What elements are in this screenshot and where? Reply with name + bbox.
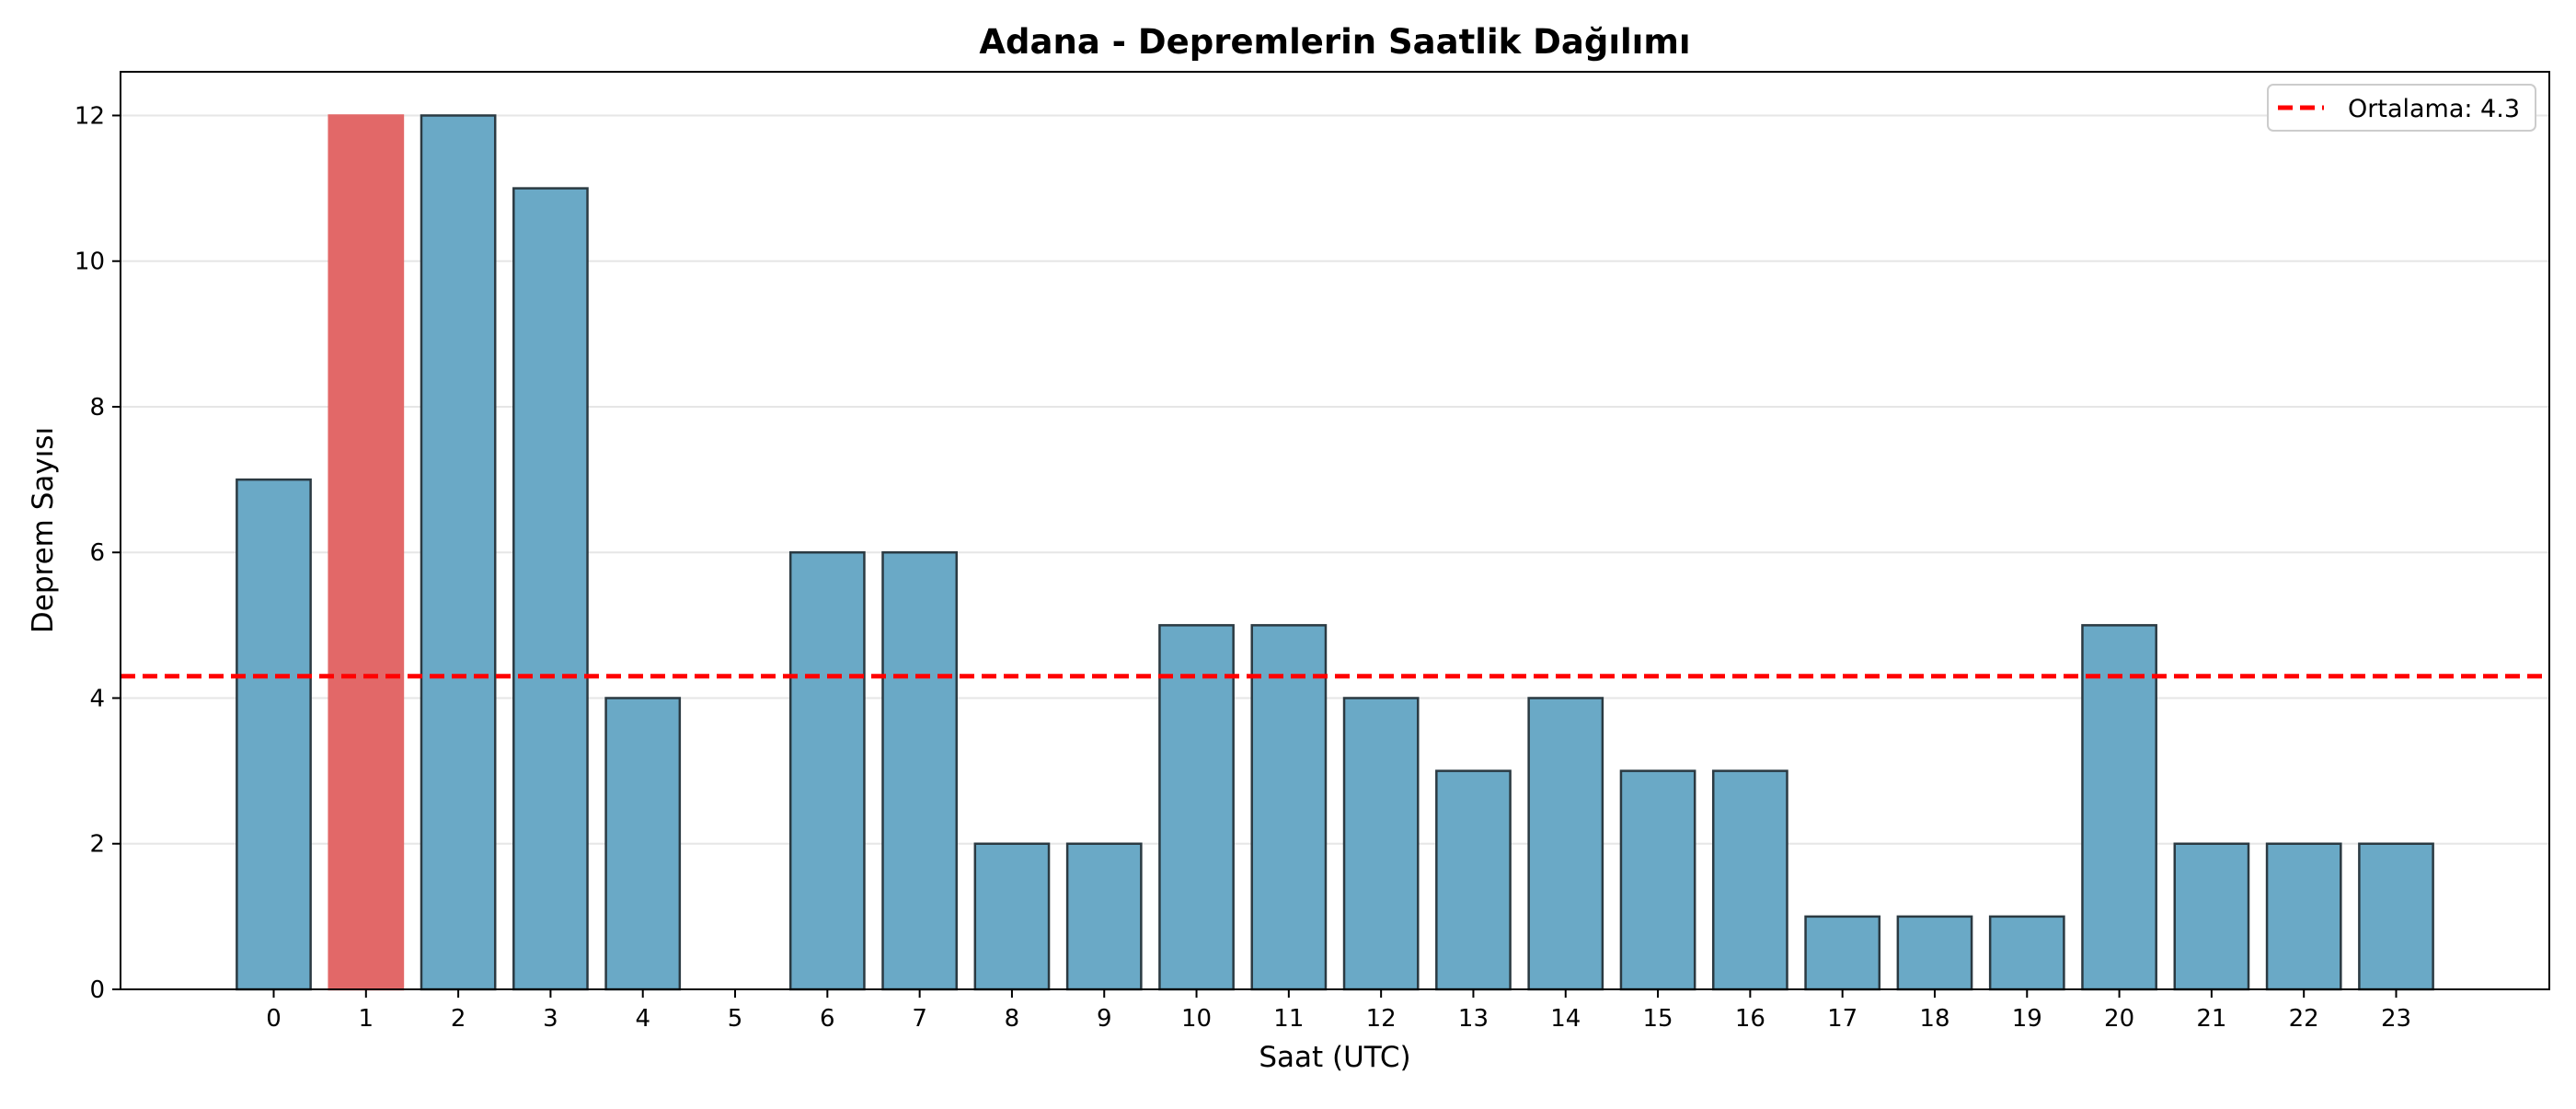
bar-hour-19 — [1988, 915, 2065, 991]
y-tick-label: 4 — [89, 685, 105, 712]
bar-hour-1 — [328, 114, 405, 991]
bar-hour-22 — [2265, 842, 2342, 991]
x-tick-label: 14 — [1550, 1005, 1581, 1033]
x-tick-label: 0 — [266, 1005, 282, 1033]
bar-hour-3 — [512, 187, 589, 991]
y-tick-label: 8 — [89, 394, 105, 422]
legend: Ortalama: 4.3 — [2267, 84, 2536, 132]
x-tick-label: 5 — [728, 1005, 743, 1033]
x-tick-label: 20 — [2104, 1005, 2134, 1033]
bar-hour-15 — [1619, 769, 1696, 991]
x-tick-label: 16 — [1735, 1005, 1765, 1033]
x-tick-label: 19 — [2012, 1005, 2042, 1033]
bar-hour-18 — [1896, 915, 1973, 991]
x-tick-label: 18 — [1919, 1005, 1949, 1033]
x-tick-label: 11 — [1273, 1005, 1304, 1033]
x-axis-label: Saat (UTC) — [1259, 1041, 1410, 1074]
x-tick-label: 10 — [1181, 1005, 1212, 1033]
legend-mean-label: Ortalama: 4.3 — [2348, 95, 2520, 123]
bar-hour-10 — [1158, 624, 1235, 991]
bar-hour-0 — [236, 478, 312, 991]
x-tick-label: 2 — [451, 1005, 466, 1033]
x-tick-label: 12 — [1366, 1005, 1397, 1033]
bar-hour-7 — [881, 550, 959, 991]
x-tick-label: 21 — [2196, 1005, 2226, 1033]
bar-hour-23 — [2358, 842, 2434, 991]
bar-hour-21 — [2173, 842, 2250, 991]
bar-hour-8 — [973, 842, 1051, 991]
chart-title: Adana - Depremlerin Saatlik Dağılımı — [979, 22, 1690, 62]
bar-hour-6 — [788, 550, 866, 991]
bar-hour-2 — [420, 114, 497, 991]
bar-hour-11 — [1250, 624, 1328, 991]
x-tick-label: 4 — [635, 1005, 650, 1033]
bar-hour-12 — [1342, 697, 1420, 991]
legend-box — [2267, 84, 2536, 132]
x-tick-label: 7 — [912, 1005, 927, 1033]
bar-hour-4 — [604, 697, 682, 991]
bar-hour-16 — [1711, 769, 1788, 991]
x-tick-label: 8 — [1005, 1005, 1020, 1033]
x-tick-label: 17 — [1827, 1005, 1857, 1033]
x-tick-label: 23 — [2381, 1005, 2411, 1033]
y-tick-label: 12 — [75, 102, 105, 130]
y-ticks: 0 2 4 6 8 10 12 — [75, 102, 121, 1004]
y-tick-label: 6 — [89, 539, 105, 567]
y-tick-label: 10 — [75, 248, 105, 276]
x-tick-label: 9 — [1097, 1005, 1112, 1033]
y-axis-label: Deprem Sayısı — [27, 427, 60, 633]
x-tick-label: 1 — [359, 1005, 374, 1033]
x-tick-label: 3 — [543, 1005, 558, 1033]
bar-hour-13 — [1435, 769, 1512, 991]
bars — [236, 114, 2434, 991]
x-ticks: 0 1 2 3 4 5 6 7 8 9 10 11 12 13 14 15 16 17 18 19 20 21 22 23 — [266, 989, 2411, 1033]
bar-hour-9 — [1065, 842, 1143, 991]
y-tick-label: 0 — [89, 976, 105, 1004]
bar-hour-14 — [1527, 697, 1604, 991]
x-tick-label: 15 — [1643, 1005, 1673, 1033]
x-tick-label: 6 — [820, 1005, 835, 1033]
x-tick-label: 13 — [1458, 1005, 1489, 1033]
bar-hour-17 — [1804, 915, 1881, 991]
y-tick-label: 2 — [89, 831, 105, 859]
x-tick-label: 22 — [2289, 1005, 2319, 1033]
bar-hour-20 — [2081, 624, 2157, 991]
plot-frame — [120, 71, 2550, 990]
